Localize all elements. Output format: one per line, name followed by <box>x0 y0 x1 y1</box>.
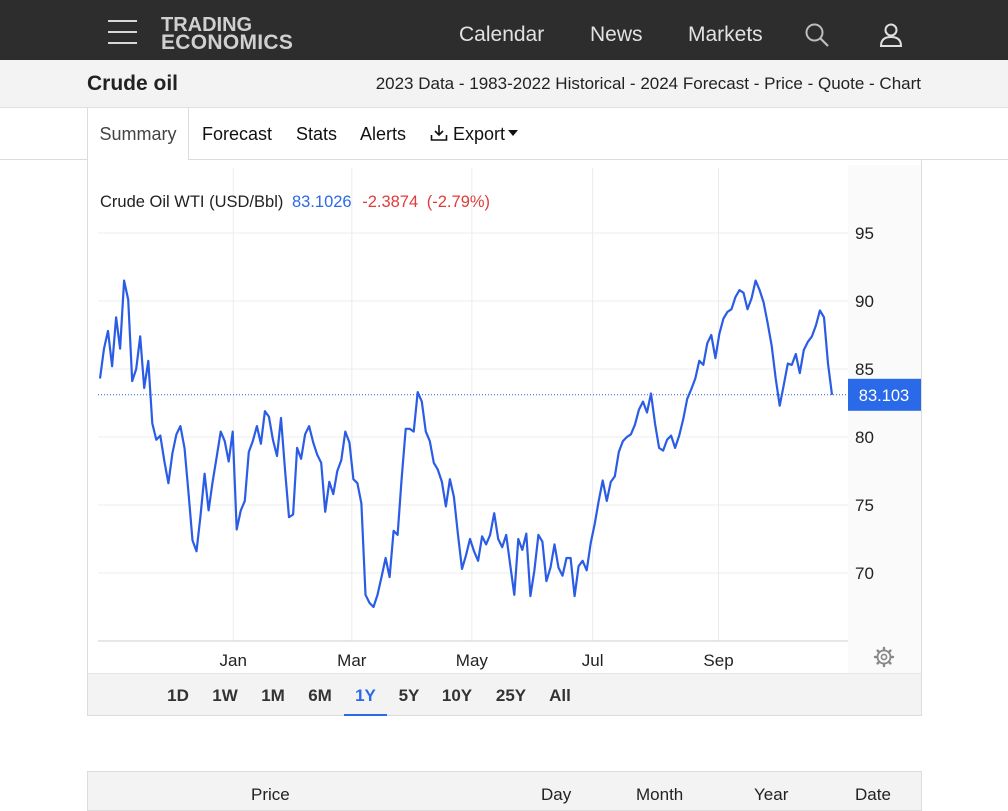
chevron-down-icon <box>508 130 519 137</box>
nav-link-calendar[interactable]: Calendar <box>459 23 545 46</box>
range-25y[interactable]: 25Y <box>495 686 527 705</box>
nav-link-news[interactable]: News <box>590 23 643 46</box>
y-tick-label: 95 <box>855 224 874 243</box>
col-price: Price <box>251 785 290 804</box>
last-price-badge <box>848 378 921 411</box>
col-date: Date <box>855 785 891 804</box>
chart-legend: Crude Oil WTI (USD/Bbl) 83.1026 -2.3874 … <box>100 193 490 211</box>
crumb-separator: - <box>629 74 641 93</box>
x-axis-ticks: Jan Mar May Jul Sep <box>220 651 734 670</box>
range-1y[interactable]: 1Y <box>344 686 387 716</box>
range-1d[interactable]: 1D <box>167 686 189 705</box>
top-navbar: TRADING ECONOMICS Calendar News Markets <box>0 0 1008 60</box>
tab-alerts[interactable]: Alerts <box>360 124 407 144</box>
range-all[interactable]: All <box>549 686 571 705</box>
logo-line-1: TRADING <box>161 14 253 36</box>
legend-series-name: Crude Oil WTI (USD/Bbl) <box>100 193 283 211</box>
chart-grid <box>98 168 848 641</box>
legend-change-pct: (-2.79%) <box>427 193 490 211</box>
price-series-line <box>98 279 834 609</box>
legend-price: 83.1026 <box>292 193 352 211</box>
y-tick-label: 70 <box>855 564 874 583</box>
price-table-header: Price Day Month Year Date <box>87 771 922 811</box>
page-title: Crude oil <box>87 72 179 95</box>
crumb-price[interactable]: Price <box>764 74 803 93</box>
crumb-chart[interactable]: Chart <box>879 74 921 93</box>
user-icon[interactable] <box>878 22 904 48</box>
tab-bar: Summary Forecast Stats Alerts Export <box>0 108 1008 161</box>
col-year: Year <box>754 785 789 804</box>
col-day: Day <box>541 785 572 804</box>
hamburger-menu-icon[interactable] <box>108 20 137 44</box>
x-tick-label: May <box>456 651 489 670</box>
range-selector: 1D 1W 1M 6M 1Y 5Y 10Y 25Y All <box>88 673 921 716</box>
y-tick-label: 90 <box>855 292 874 311</box>
y-tick-label: 80 <box>855 428 874 447</box>
chart-panel: Crude Oil WTI (USD/Bbl) 83.1026 -2.3874 … <box>87 160 922 716</box>
x-tick-label: Jan <box>220 651 247 670</box>
range-1w[interactable]: 1W <box>212 686 238 705</box>
tab-forecast[interactable]: Forecast <box>202 124 273 144</box>
range-6m[interactable]: 6M <box>308 686 332 705</box>
last-price-label: 83.103 <box>859 387 909 405</box>
tab-export-label: Export <box>453 124 506 144</box>
crumb-separator: - <box>458 74 470 93</box>
crumb-2023-data[interactable]: 2023 Data <box>375 74 455 93</box>
settings-gear-icon[interactable] <box>873 646 895 668</box>
crumb-quote[interactable]: Quote <box>817 74 865 93</box>
y-axis-panel <box>848 165 921 673</box>
logo-line-2: ECONOMICS <box>161 31 294 54</box>
y-tick-label: 75 <box>855 496 874 515</box>
col-month: Month <box>636 785 684 804</box>
tab-stats[interactable]: Stats <box>296 124 338 144</box>
legend-change: -2.3874 <box>362 193 418 211</box>
price-chart[interactable]: Crude Oil WTI (USD/Bbl) 83.1026 -2.3874 … <box>88 160 921 673</box>
nav-link-markets[interactable]: Markets <box>688 23 763 46</box>
title-bar: Crude oil 2023 Data - 1983-2022 Historic… <box>0 60 1008 108</box>
search-icon[interactable] <box>804 22 830 48</box>
x-tick-label: Jul <box>582 651 604 670</box>
trading-economics-logo[interactable]: TRADING ECONOMICS <box>161 14 294 54</box>
range-10y[interactable]: 10Y <box>441 686 473 705</box>
range-5y[interactable]: 5Y <box>398 686 420 705</box>
y-tick-label: 85 <box>855 360 874 379</box>
tab-export[interactable]: Export <box>430 108 519 160</box>
crumb-historical[interactable]: 1983-2022 Historical <box>469 74 626 93</box>
x-tick-label: Mar <box>337 651 367 670</box>
crumb-separator: - <box>753 74 765 93</box>
x-tick-label: Sep <box>703 651 733 670</box>
y-axis-ticks: 70 75 80 85 90 95 <box>855 224 874 583</box>
download-icon <box>430 125 448 141</box>
crumb-separator: - <box>807 74 818 93</box>
tab-summary[interactable]: Summary <box>87 108 189 161</box>
range-1m[interactable]: 1M <box>261 686 285 705</box>
crumb-forecast[interactable]: 2024 Forecast <box>640 74 749 93</box>
breadcrumb: 2023 Data - 1983-2022 Historical - 2024 … <box>376 74 921 94</box>
crumb-separator: - <box>869 74 880 93</box>
